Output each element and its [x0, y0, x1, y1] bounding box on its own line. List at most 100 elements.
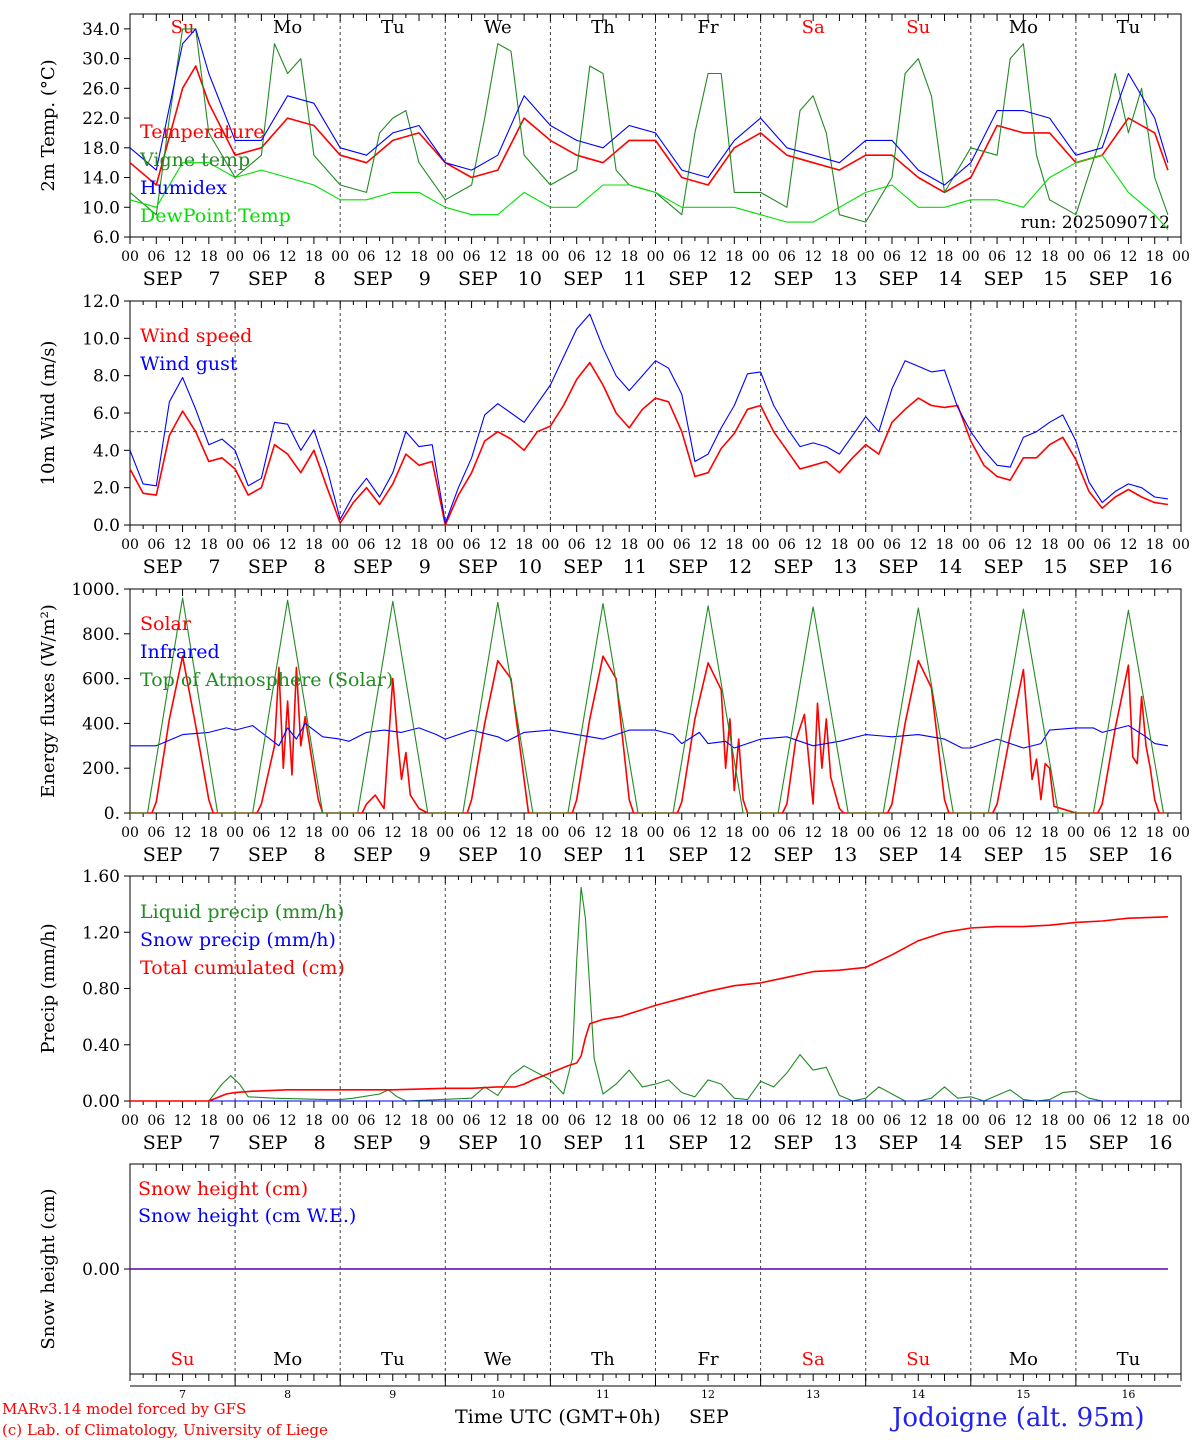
weekday-label: Th — [591, 1349, 615, 1370]
hour-label: 06 — [883, 537, 901, 553]
hour-label: 06 — [568, 537, 586, 553]
hour-label: 06 — [147, 249, 165, 265]
hour-label: 06 — [252, 537, 270, 553]
date-day-label: 16 — [1148, 1132, 1172, 1154]
weekday-label: Tu — [381, 1349, 405, 1370]
date-day-label: 11 — [623, 556, 647, 578]
hour-label: 18 — [410, 825, 428, 841]
date-day-label: 14 — [938, 268, 962, 290]
x-axis-month: SEP — [689, 1406, 729, 1428]
hour-label: 06 — [147, 537, 165, 553]
date-day-label: 10 — [518, 556, 542, 578]
weekday-label: Tu — [1117, 17, 1141, 38]
date-day-label: 11 — [623, 1132, 647, 1154]
hour-label: 18 — [305, 1113, 323, 1129]
hour-label: 18 — [620, 249, 638, 265]
date-month-label: SEP — [563, 1132, 603, 1154]
hour-label: 06 — [358, 825, 376, 841]
hour-label: 00 — [226, 249, 244, 265]
hour-label: 18 — [725, 1113, 743, 1129]
y-tick-label: 0.40 — [82, 1036, 120, 1056]
hour-label: 00 — [226, 537, 244, 553]
date-day-label: 9 — [419, 1132, 431, 1154]
hour-label: 00 — [647, 1113, 665, 1129]
date-day-label: 11 — [623, 844, 647, 866]
hour-label: 12 — [699, 825, 717, 841]
hour-label: 00 — [752, 825, 770, 841]
hour-label: 18 — [936, 1113, 954, 1129]
hour-label: 12 — [384, 537, 402, 553]
y-tick-label: 30.0 — [82, 50, 120, 70]
hour-label: 18 — [515, 825, 533, 841]
date-month-label: SEP — [353, 844, 393, 866]
date-day-label: 14 — [938, 1132, 962, 1154]
hour-label: 06 — [1093, 249, 1111, 265]
hour-label: 00 — [226, 1113, 244, 1129]
hour-label: 18 — [200, 249, 218, 265]
legend-entry: Temperature — [140, 121, 264, 143]
day-number-label: 10 — [491, 1388, 505, 1401]
date-day-label: 7 — [209, 268, 221, 290]
hour-label: 00 — [121, 537, 139, 553]
series-line-wind-speed — [129, 361, 1169, 526]
hour-label: 18 — [305, 537, 323, 553]
hour-label: 06 — [252, 1113, 270, 1129]
hour-label: 06 — [358, 249, 376, 265]
date-day-label: 8 — [314, 268, 326, 290]
hour-label: 18 — [1146, 825, 1164, 841]
hour-label: 06 — [778, 537, 796, 553]
date-day-label: 15 — [1043, 556, 1067, 578]
legend-entry: Humidex — [140, 177, 227, 199]
date-month-label: SEP — [353, 556, 393, 578]
hour-label: 18 — [936, 825, 954, 841]
hour-label: 12 — [804, 825, 822, 841]
legend-entry: Snow height (cm) — [138, 1178, 308, 1200]
y-tick-label: 1.20 — [82, 923, 120, 943]
y-tick-label: 0.00 — [82, 1092, 120, 1112]
hour-label: 18 — [620, 1113, 638, 1129]
date-month-label: SEP — [984, 556, 1024, 578]
date-day-label: 7 — [209, 556, 221, 578]
day-number-label: 7 — [179, 1388, 186, 1401]
plot-frame — [129, 300, 1182, 526]
hour-label: 00 — [436, 249, 454, 265]
date-day-label: 13 — [833, 844, 857, 866]
date-day-label: 16 — [1148, 844, 1172, 866]
hour-label: 06 — [568, 825, 586, 841]
hour-label: 06 — [1093, 1113, 1111, 1129]
legend-entry: DewPoint Temp — [140, 205, 291, 227]
date-day-label: 13 — [833, 268, 857, 290]
date-month-label: SEP — [143, 556, 183, 578]
date-month-label: SEP — [248, 1132, 288, 1154]
date-month-label: SEP — [143, 844, 183, 866]
hour-label: 18 — [515, 249, 533, 265]
panel-2: 12.0 10.0 8.0 6.0 4.0 2.0 0.0 10m Wind (m/s) 00 0… — [38, 292, 1190, 578]
y-tick-label: 0.0 — [93, 516, 120, 536]
hour-label: 12 — [489, 537, 507, 553]
day-number-label: 12 — [701, 1388, 715, 1401]
hour-label: 18 — [831, 825, 849, 841]
hour-label: 06 — [673, 825, 691, 841]
y-tick-label: 10.0 — [82, 329, 120, 349]
y-tick-label: 8.0 — [93, 367, 120, 387]
weekday-label: Mo — [1009, 17, 1038, 38]
hour-label: 00 — [331, 249, 349, 265]
date-day-label: 15 — [1043, 844, 1067, 866]
hour-label: 00 — [1172, 825, 1190, 841]
legend-entry: Wind gust — [140, 353, 238, 375]
hour-label: 18 — [1041, 537, 1059, 553]
date-day-label: 12 — [728, 556, 752, 578]
legend-entry: Solar — [140, 613, 192, 635]
hour-label: 06 — [568, 1113, 586, 1129]
hour-label: 18 — [620, 825, 638, 841]
hour-label: 06 — [1093, 825, 1111, 841]
hour-label: 12 — [699, 537, 717, 553]
weekday-label: Th — [591, 17, 615, 38]
date-month-label: SEP — [353, 1132, 393, 1154]
date-month-label: SEP — [1089, 556, 1129, 578]
weekday-label: Mo — [273, 17, 302, 38]
day-number-label: 15 — [1016, 1388, 1030, 1401]
hour-label: 12 — [1014, 249, 1032, 265]
hour-label: 12 — [384, 249, 402, 265]
